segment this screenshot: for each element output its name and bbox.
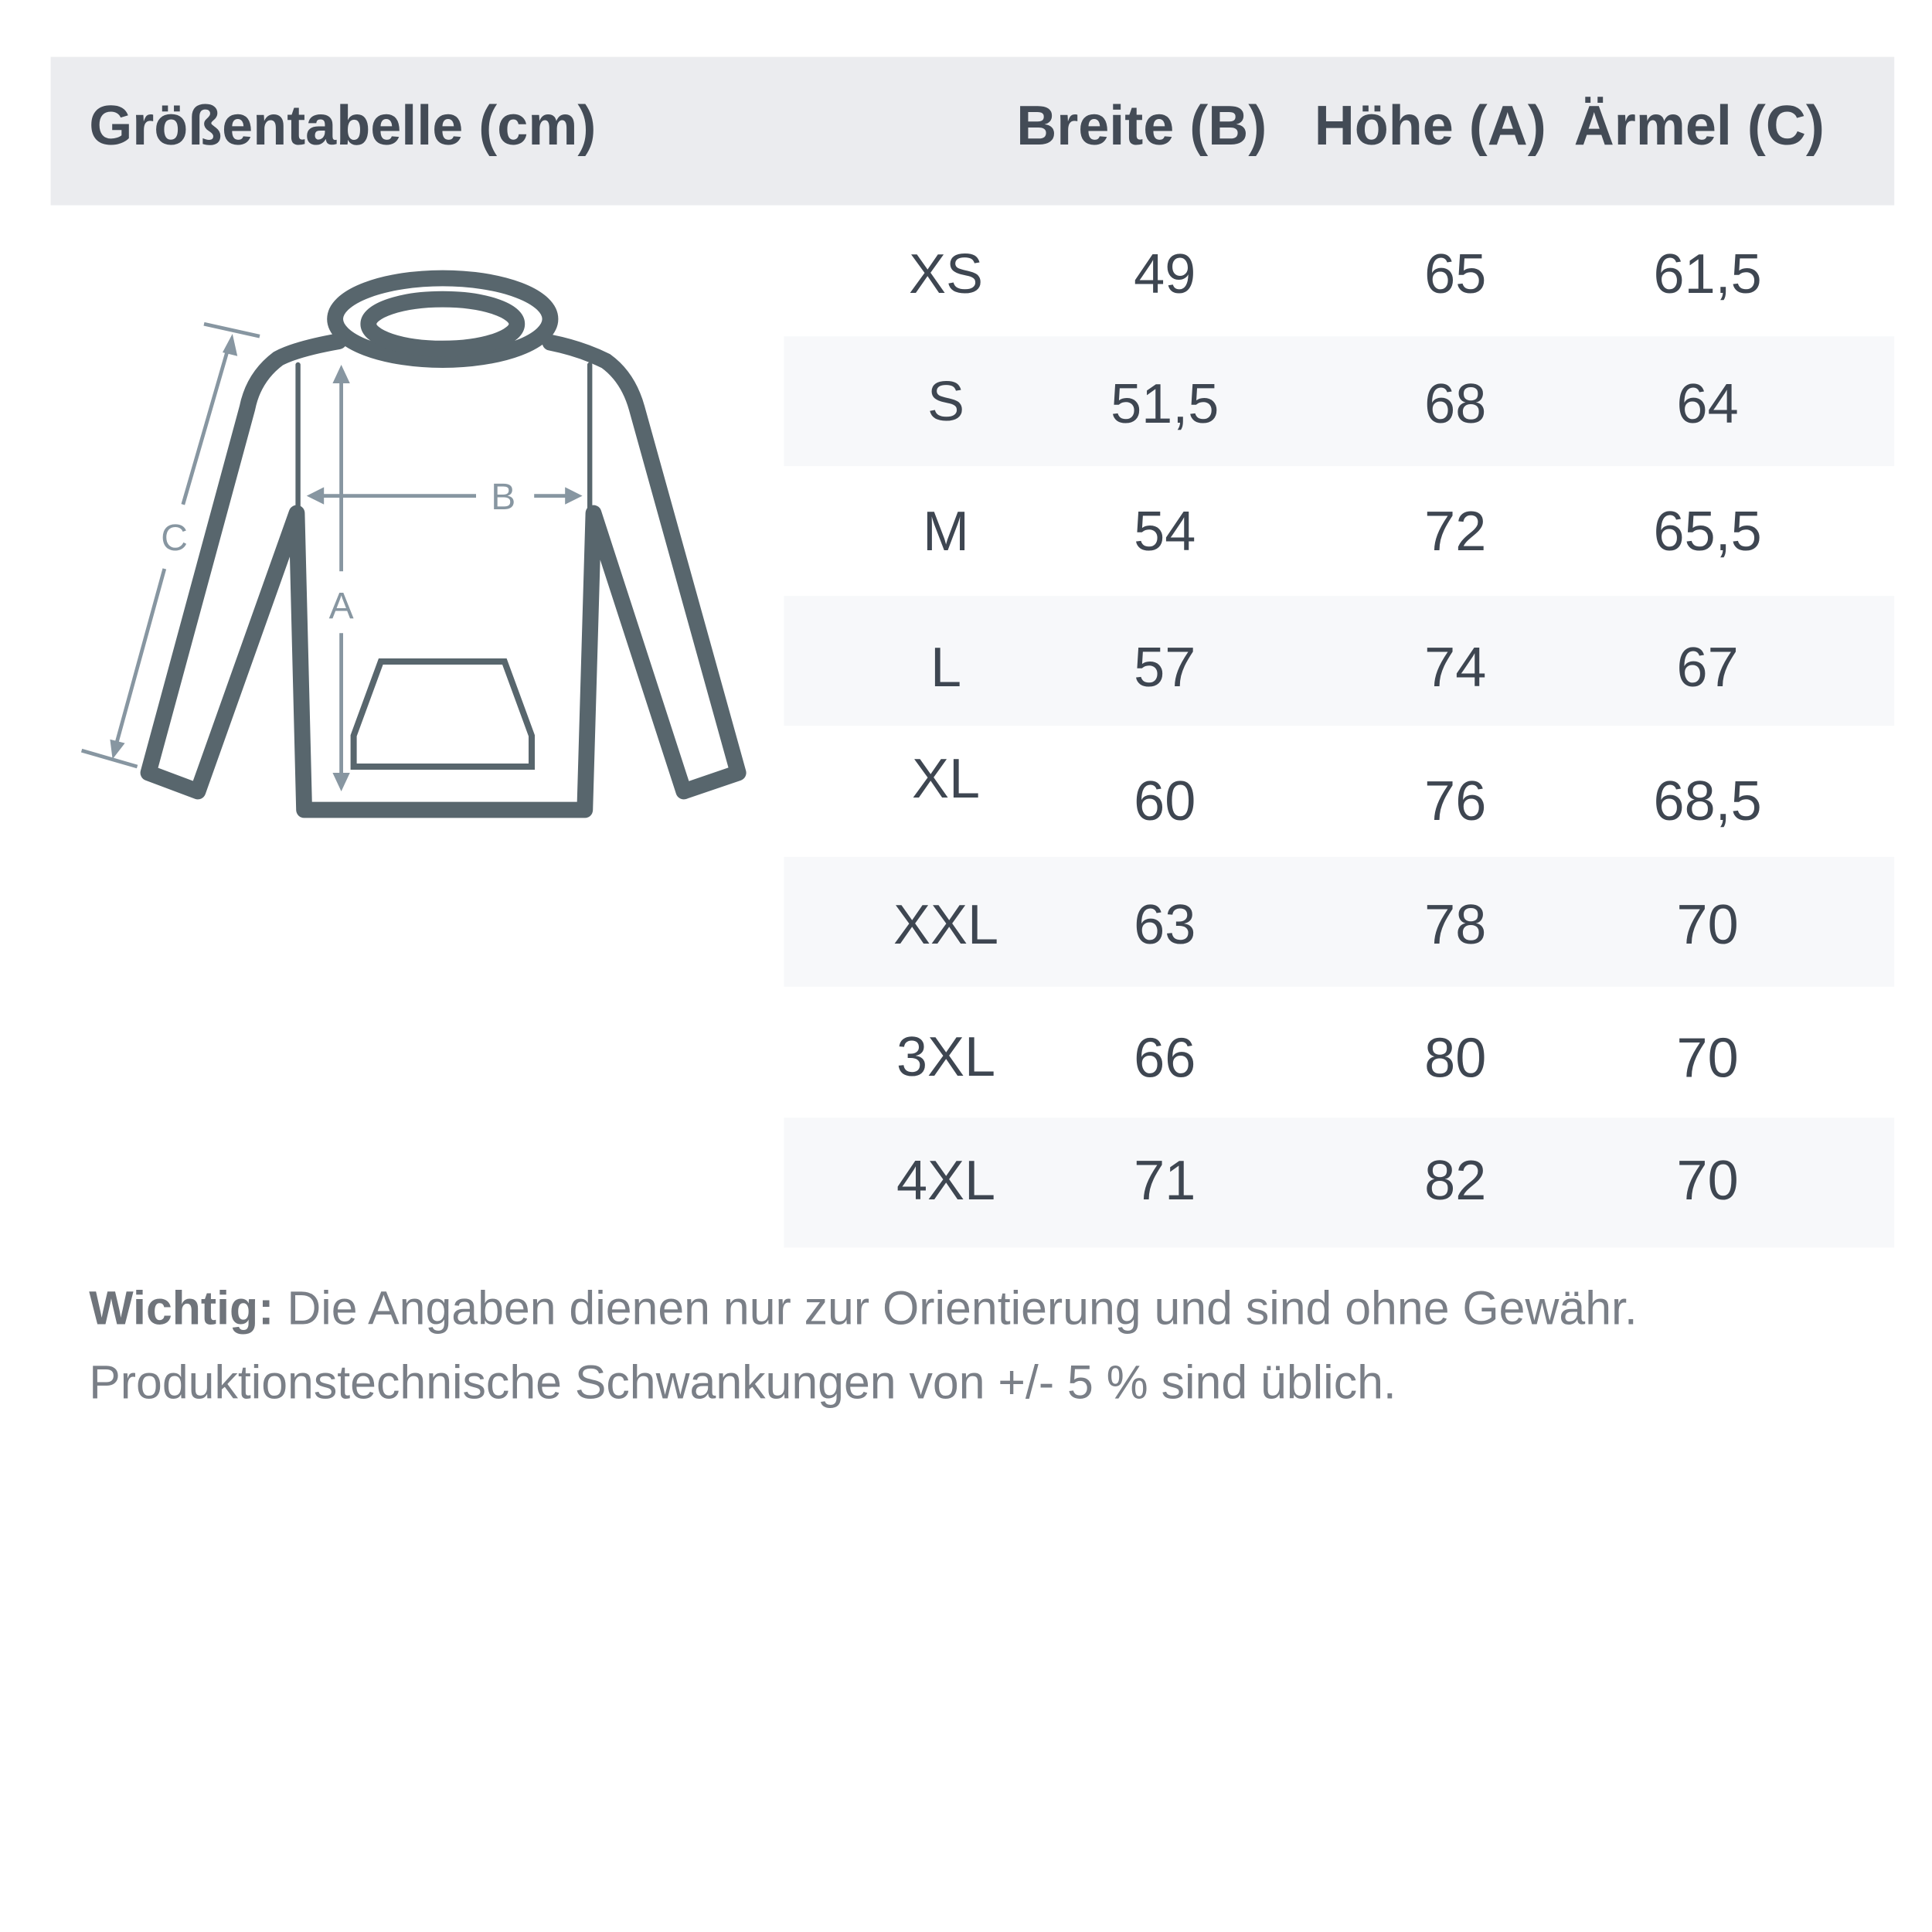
- table-row: [784, 1117, 1895, 1248]
- cell-size: XL: [911, 747, 981, 810]
- cell-size: L: [930, 635, 962, 699]
- cell-aermel: 65,5: [1653, 499, 1762, 563]
- cell-aermel: 70: [1676, 1148, 1739, 1212]
- label-b: B: [491, 477, 515, 518]
- cell-hoehe: 80: [1424, 1026, 1487, 1090]
- column-header-hoehe: Höhe (A): [1314, 94, 1546, 158]
- page-title: Größentabelle (cm): [89, 94, 597, 158]
- column-header-breite: Breite (B): [1016, 94, 1267, 158]
- pocket-outline: [350, 658, 536, 770]
- cell-breite: 57: [1134, 635, 1196, 699]
- cell-breite: 71: [1134, 1148, 1196, 1212]
- cell-breite: 49: [1134, 242, 1196, 306]
- note-text-1: Die Angaben dienen nur zur Orientierung …: [287, 1283, 1638, 1335]
- cell-hoehe: 82: [1424, 1148, 1487, 1212]
- cell-size: M: [923, 499, 969, 563]
- cell-hoehe: 74: [1424, 635, 1487, 699]
- cell-hoehe: 72: [1424, 499, 1487, 563]
- cell-hoehe: 68: [1424, 372, 1487, 436]
- table-header: Größentabelle (cm) Breite (B) Höhe (A) Ä…: [50, 56, 1895, 206]
- cell-breite: 60: [1134, 769, 1196, 832]
- table-row: [784, 596, 1895, 726]
- label-c: C: [161, 518, 188, 559]
- cell-aermel: 70: [1676, 893, 1739, 956]
- cell-size: XXL: [893, 893, 999, 956]
- cell-aermel: 64: [1676, 372, 1739, 436]
- table-row: [784, 856, 1895, 987]
- note-line-2: Produktionstechnische Schwankungen von +…: [89, 1357, 1396, 1410]
- cell-breite: 63: [1134, 893, 1196, 956]
- cell-aermel: 68,5: [1653, 769, 1762, 832]
- cell-hoehe: 65: [1424, 242, 1487, 306]
- note-line-1: Wichtig: Die Angaben dienen nur zur Orie…: [89, 1284, 1638, 1337]
- cell-hoehe: 78: [1424, 893, 1487, 956]
- column-header-aermel: Ärmel (C): [1573, 94, 1825, 158]
- cell-hoehe: 76: [1424, 769, 1487, 832]
- hoodie-diagram: B A C: [80, 270, 747, 818]
- cell-aermel: 61,5: [1653, 242, 1762, 306]
- cell-size: S: [927, 369, 965, 433]
- cell-breite: 54: [1134, 499, 1196, 563]
- table-row: [784, 336, 1895, 467]
- cell-breite: 51,5: [1111, 372, 1219, 436]
- cell-size: 4XL: [896, 1148, 996, 1212]
- cell-aermel: 67: [1676, 635, 1739, 699]
- note-label: Wichtig:: [89, 1283, 274, 1335]
- measure-lines: [80, 321, 583, 791]
- cell-aermel: 70: [1676, 1026, 1739, 1090]
- cell-size: XS: [908, 242, 984, 306]
- cell-size: 3XL: [896, 1025, 996, 1088]
- hoodie-outline: [140, 270, 747, 818]
- cell-breite: 66: [1134, 1026, 1196, 1090]
- label-a: A: [329, 586, 354, 627]
